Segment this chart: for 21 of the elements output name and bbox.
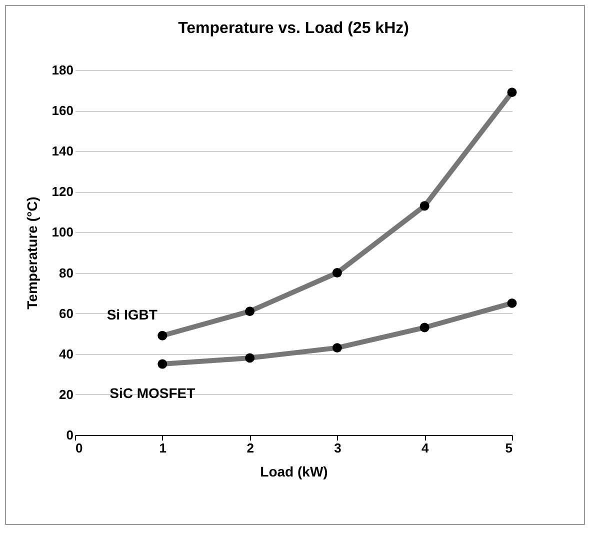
y-tick-label: 80 [59, 265, 74, 280]
y-tick-label: 160 [52, 103, 74, 118]
y-tick-label: 120 [52, 184, 74, 200]
x-tick-label: 5 [505, 440, 512, 456]
series-label: SiC MOSFET [110, 385, 196, 402]
y-axis-title: Temperature (°C) [24, 196, 40, 310]
x-axis-title: Load (kW) [260, 464, 328, 480]
x-tick-label: 1 [159, 440, 167, 456]
y-tick-label: 20 [59, 386, 74, 402]
y-tick-label: 60 [59, 306, 74, 321]
x-tick-label: 4 [421, 440, 430, 456]
chart-title: Temperature vs. Load (25 kHz) [178, 20, 409, 37]
y-tick-label: 40 [59, 346, 74, 362]
x-tick-label: 0 [76, 440, 83, 456]
y-tick-label: 140 [52, 144, 74, 159]
y-tick-label: 100 [52, 224, 74, 240]
x-tick-label: 3 [334, 440, 342, 456]
y-tick-label: 0 [66, 428, 74, 442]
x-tick-label: 2 [246, 440, 254, 456]
y-tick-label: 180 [52, 62, 74, 78]
series-label: Si IGBT [106, 306, 158, 323]
